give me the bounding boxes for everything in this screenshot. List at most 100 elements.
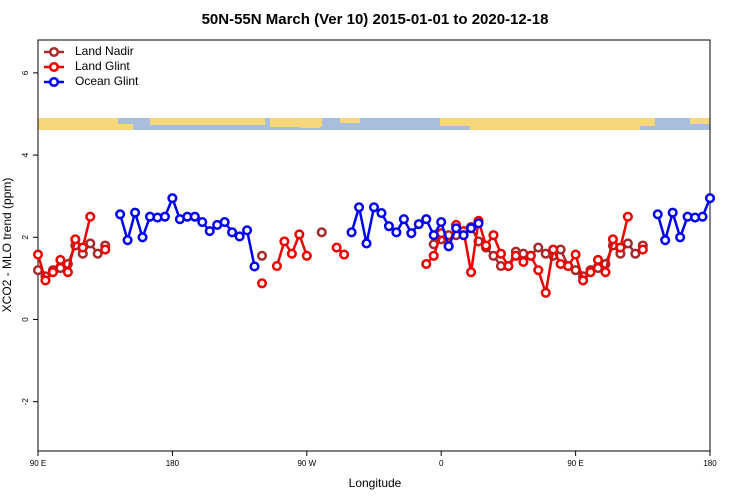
data-point: [32, 249, 44, 260]
data-point: [421, 214, 432, 225]
y-axis-label: XCO2 - MLO trend (ppm): [0, 178, 14, 313]
y-tick-label: -2: [21, 398, 30, 406]
data-point: [361, 238, 372, 249]
data-point: [242, 225, 253, 236]
data-point: [421, 258, 432, 270]
data-point: [443, 241, 454, 252]
y-tick-label: 4: [21, 152, 30, 157]
x-tick-label: 90 E: [567, 459, 583, 468]
data-point: [451, 223, 462, 234]
data-point: [675, 232, 686, 243]
data-point: [615, 242, 626, 253]
data-point: [383, 221, 394, 232]
data-point: [249, 261, 260, 272]
x-tick-label: 90 W: [297, 459, 316, 468]
data-point: [271, 261, 282, 272]
legend-label: Land Nadir: [75, 44, 134, 58]
data-point: [436, 217, 447, 228]
data-point: [70, 234, 81, 245]
data-point: [85, 238, 96, 249]
data-point: [77, 242, 88, 253]
data-point: [189, 211, 200, 222]
data-point: [286, 248, 297, 259]
data-point: [622, 238, 633, 249]
data-point: [592, 254, 604, 265]
data-point: [518, 256, 529, 267]
data-point: [488, 230, 499, 241]
data-point: [660, 235, 671, 246]
x-axis-label: Longitude: [349, 476, 402, 490]
legend-marker: [48, 61, 60, 73]
data-point: [428, 230, 439, 241]
data-point: [398, 214, 409, 225]
data-point: [466, 267, 477, 278]
data-point: [578, 275, 589, 286]
data-point: [354, 202, 365, 213]
data-point: [548, 244, 559, 255]
data-point: [227, 227, 238, 238]
data-point: [473, 218, 484, 229]
legend-marker: [48, 46, 60, 58]
legend-label: Land Glint: [75, 59, 130, 73]
data-point: [368, 202, 380, 213]
data-point: [40, 275, 51, 286]
data-point: [495, 248, 506, 259]
data-point: [622, 211, 633, 222]
data-point: [47, 267, 58, 278]
data-point: [219, 217, 230, 228]
data-point: [533, 265, 544, 276]
data-point: [234, 231, 245, 242]
y-tick-label: 2: [21, 235, 30, 240]
data-point: [510, 250, 521, 261]
data-point: [704, 193, 716, 204]
legend-marker: [48, 76, 60, 88]
data-point: [600, 267, 611, 278]
data-point: [316, 227, 327, 238]
x-tick-label: 180: [703, 459, 717, 468]
data-point: [256, 250, 268, 261]
data-point: [279, 236, 290, 247]
data-point: [406, 228, 417, 239]
x-tick-label: 0: [439, 459, 444, 468]
data-point: [503, 261, 514, 272]
data-point: [466, 223, 477, 234]
data-point: [55, 254, 66, 265]
data-point: [428, 239, 439, 250]
data-point: [346, 227, 357, 238]
x-tick-label: 180: [166, 459, 180, 468]
data-point: [92, 248, 103, 259]
plot-frame: [37, 39, 711, 452]
data-point: [100, 244, 111, 255]
map-strip: [38, 118, 710, 130]
data-point: [197, 217, 208, 228]
y-tick-label: 6: [21, 70, 30, 75]
data-point: [540, 287, 551, 298]
data-point: [204, 226, 215, 237]
data-point: [137, 232, 148, 243]
data-point: [331, 242, 342, 253]
data-point: [122, 235, 133, 246]
data-point: [563, 261, 574, 272]
data-point: [413, 219, 424, 230]
data-point: [159, 211, 170, 222]
data-point: [630, 248, 641, 259]
data-point: [697, 211, 708, 222]
data-point: [376, 207, 387, 219]
data-point: [458, 230, 469, 241]
data-point: [339, 249, 350, 260]
data-point: [570, 265, 581, 276]
data-point: [585, 267, 596, 278]
data-point: [32, 265, 44, 276]
data-point: [570, 249, 581, 260]
data-point: [533, 242, 544, 253]
x-tick-label: 90 E: [30, 459, 46, 468]
data-point: [637, 244, 648, 255]
data-point: [256, 278, 268, 289]
data-point: [652, 209, 663, 220]
data-point: [525, 250, 536, 261]
data-point: [115, 209, 126, 220]
data-point: [607, 234, 618, 245]
data-point: [294, 229, 305, 240]
